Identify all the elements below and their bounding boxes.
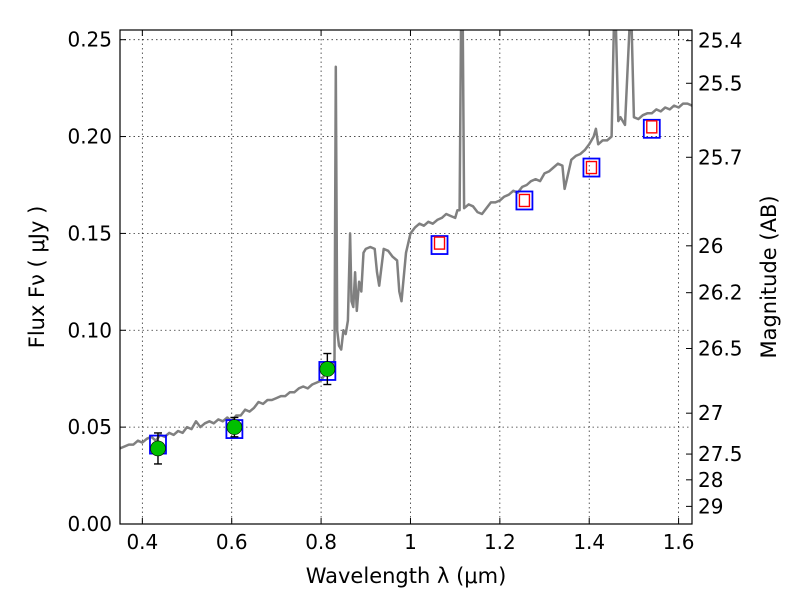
- mag-tick-label: 28: [698, 468, 723, 492]
- mag-tick-label: 26.5: [698, 336, 743, 360]
- red-square-marker: [433, 236, 446, 250]
- mag-tick-label: 27.5: [698, 442, 743, 466]
- y-tick-label: 0.10: [67, 318, 112, 342]
- grid-layer: [120, 30, 692, 525]
- red-square-marker: [585, 160, 598, 175]
- y-tick-label: 0.05: [67, 415, 112, 439]
- spectrum-layer: [120, 30, 692, 450]
- x-tick-label: 1: [404, 530, 417, 554]
- x-tick-label: 0.6: [216, 530, 248, 554]
- tick-layer: 0.4 0.6 0.8 1 1.2 1.4 1.6 0.00 0.05 0.10 0.15 0.20 0…: [67, 28, 742, 554]
- x-axis-label: Wavelength λ (μm): [306, 564, 507, 588]
- red-square-marker: [646, 120, 658, 134]
- model-square-marker: [582, 157, 601, 178]
- observed-point: [150, 440, 166, 457]
- x-tick-label: 1.4: [573, 530, 605, 554]
- y-tick-label: 0.25: [67, 28, 112, 52]
- y-axis-label: Flux Fν ( μJy ): [25, 206, 49, 349]
- mag-tick-label: 27: [698, 401, 723, 425]
- mag-tick-label: 29: [698, 494, 723, 518]
- x-tick-label: 1.2: [484, 530, 516, 554]
- model-square-marker: [642, 118, 661, 139]
- y-tick-label: 0.15: [67, 221, 112, 245]
- y-tick-label: 0.20: [67, 125, 112, 149]
- y2-axis-label: Magnitude (AB): [757, 195, 781, 358]
- spectrum-line: [120, 30, 692, 450]
- model-square-marker: [430, 235, 449, 255]
- x-tick-label: 0.8: [305, 530, 337, 554]
- x-tick-label: 1.6: [663, 530, 695, 554]
- observed-point: [319, 361, 336, 377]
- marker-layer: [149, 118, 661, 465]
- mag-tick-label: 26: [698, 234, 723, 258]
- mag-tick-label: 25.4: [698, 29, 743, 53]
- model-square-marker: [515, 190, 534, 211]
- mag-tick-label: 26.2: [698, 281, 743, 305]
- red-square-marker: [518, 193, 531, 208]
- mag-tick-label: 25.7: [698, 145, 743, 169]
- mag-tick-label: 25.5: [698, 71, 743, 95]
- plot-frame: [119, 29, 693, 525]
- observed-point: [226, 419, 243, 435]
- x-tick-label: 0.4: [126, 530, 158, 554]
- y-tick-label: 0.00: [67, 512, 112, 536]
